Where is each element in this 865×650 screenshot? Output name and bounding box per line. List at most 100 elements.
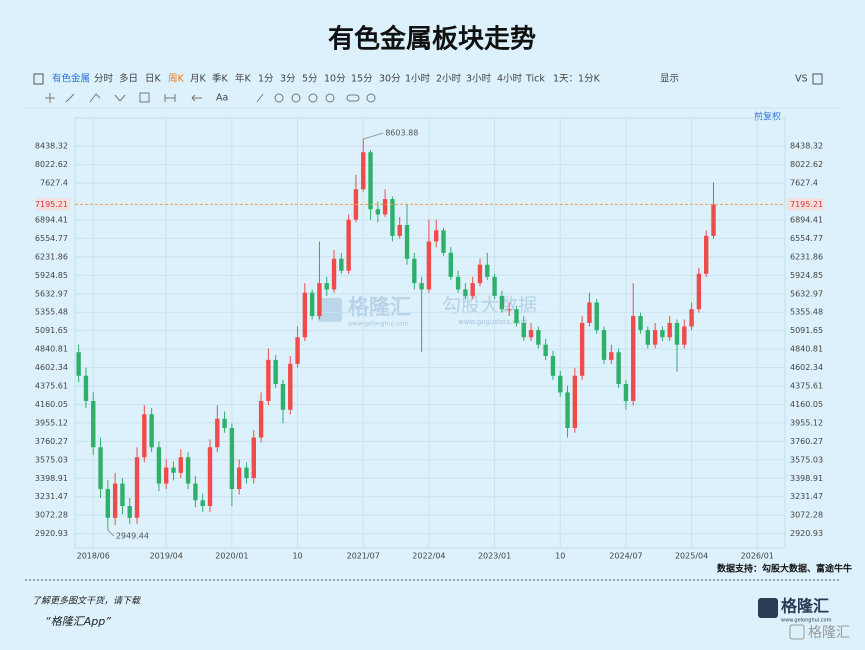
drawing-tools: [45, 92, 376, 103]
high-leader: [363, 132, 384, 140]
period-tab[interactable]: 月K: [190, 74, 207, 85]
candle-body: [339, 258, 344, 271]
period-tab[interactable]: 5分: [302, 74, 318, 85]
period-tab[interactable]: 周K: [168, 74, 185, 85]
plot: 2920.93 2920.93 3072.28 3072.28 3231.47 3231.…: [35, 117, 823, 561]
candle-body: [579, 322, 585, 376]
candle-body: [485, 264, 490, 277]
y-tick-label: 5632.97: [35, 289, 68, 298]
candle-body: [594, 302, 599, 331]
x-tick-label: 2021/07: [347, 552, 380, 561]
watermark: 勾股大数据: [442, 295, 537, 317]
compare-button[interactable]: VS: [795, 74, 808, 85]
y-tick-label: 8022.62: [35, 160, 68, 169]
tool-icon[interactable]: [164, 94, 176, 102]
x-tick-label: 10: [292, 552, 302, 561]
candle-body: [229, 428, 235, 490]
candle-body: [156, 447, 162, 484]
watermark-logo: [318, 298, 342, 322]
candle-body: [521, 322, 526, 338]
candle-body: [682, 326, 687, 345]
y2-tick-label: 3398.91: [790, 474, 823, 483]
y-tick-label: 2920.93: [35, 529, 68, 538]
footer-logo: 格隆汇: [781, 597, 829, 616]
period-tab[interactable]: 30分: [379, 74, 401, 85]
y2-tick-label: 5632.97: [790, 289, 823, 298]
tool-icon[interactable]: [325, 93, 335, 103]
symbol-tab[interactable]: 有色金属: [52, 73, 90, 85]
low-label: 2949.44: [116, 532, 149, 541]
tool-icon[interactable]: [45, 93, 55, 103]
candle-body: [536, 330, 541, 345]
y-tick-label: 4160.05: [35, 400, 68, 409]
period-tab[interactable]: 年K: [235, 73, 252, 85]
chart-title: 有色金属板块走势: [328, 24, 536, 55]
candle-body: [689, 309, 694, 327]
period-tab[interactable]: 15分: [351, 74, 373, 85]
y2-tick-label: 5355.48: [790, 308, 823, 317]
candle-body: [506, 309, 512, 311]
toolbar-icon[interactable]: [812, 73, 823, 85]
period-tab[interactable]: 分时: [94, 73, 114, 85]
period-tab[interactable]: 4小时: [497, 73, 523, 85]
tool-icon[interactable]: [308, 93, 318, 103]
period-tab[interactable]: 1分: [258, 74, 274, 85]
period-tab[interactable]: 10分: [324, 74, 346, 85]
candle-body: [631, 316, 636, 401]
watermark-url: www.gelonghui.com: [348, 321, 409, 328]
tool-icon[interactable]: [366, 93, 376, 103]
period-tab[interactable]: 日K: [145, 74, 162, 85]
y2-tick-label: 8022.62: [790, 160, 823, 169]
x-tick-label: 10: [555, 552, 565, 561]
candle-body: [361, 152, 366, 190]
tool-icon[interactable]: [89, 93, 101, 103]
candle-body: [572, 375, 578, 429]
candle-body: [660, 330, 665, 338]
y2-tick-label: 6894.41: [790, 215, 823, 224]
candle-body: [76, 352, 81, 376]
candle-body: [419, 283, 424, 290]
price-tag-label: 7195.21: [35, 200, 68, 209]
period-tab[interactable]: 季K: [212, 73, 229, 85]
tool-icon[interactable]: [139, 92, 150, 103]
y2-tick-label: 4840.81: [790, 345, 823, 354]
candle-body: [112, 483, 118, 518]
tool-icon[interactable]: [346, 94, 360, 102]
text-tool[interactable]: Aa: [216, 93, 228, 104]
tool-icon[interactable]: [114, 94, 126, 102]
x-tick-label: 2019/04: [150, 552, 183, 561]
candle-body: [477, 264, 483, 284]
tool-icon[interactable]: [191, 94, 202, 102]
candle-body: [645, 330, 651, 345]
y-tick-label: 6894.41: [35, 215, 68, 224]
y2-tick-label: 6231.86: [790, 252, 823, 261]
y2-tick-label: 5091.65: [790, 326, 823, 335]
period-tab[interactable]: 3分: [280, 74, 296, 85]
adjust-mode[interactable]: 前复权: [754, 111, 781, 123]
candle-body: [215, 418, 220, 448]
candle-body: [207, 447, 213, 507]
candle-body: [368, 152, 373, 210]
x-tick-label: 2024/07: [609, 552, 642, 561]
toolbar-icon[interactable]: [33, 73, 44, 85]
period-tab[interactable]: Tick: [525, 74, 545, 85]
period-tab[interactable]: 1天：1分K: [553, 74, 601, 85]
tool-icon[interactable]: [291, 93, 301, 103]
candle-body: [609, 352, 614, 360]
candle-body: [164, 467, 169, 484]
display-menu[interactable]: 显示: [660, 74, 679, 85]
period-tab[interactable]: 1小时: [405, 73, 431, 85]
candle-body: [375, 209, 381, 215]
y2-tick-label: 4160.05: [790, 400, 823, 409]
footer-watermark: 格隆汇: [808, 625, 850, 641]
candle-body: [558, 375, 563, 393]
y-tick-label: 3955.12: [35, 418, 68, 427]
tool-icon[interactable]: [256, 93, 264, 103]
period-tab[interactable]: 3小时: [466, 73, 492, 85]
tool-icon[interactable]: [65, 93, 75, 103]
candle-body: [244, 467, 249, 479]
tool-icon[interactable]: [274, 93, 284, 103]
period-tab[interactable]: 2小时: [436, 73, 462, 85]
period-tab[interactable]: 多日: [119, 73, 138, 85]
x-tick-label: 2018/06: [77, 552, 110, 561]
